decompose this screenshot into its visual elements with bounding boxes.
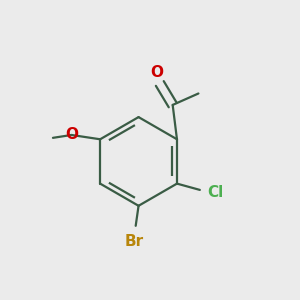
- Text: Br: Br: [125, 234, 144, 249]
- Text: O: O: [66, 127, 79, 142]
- Text: O: O: [150, 65, 164, 80]
- Text: Cl: Cl: [207, 185, 223, 200]
